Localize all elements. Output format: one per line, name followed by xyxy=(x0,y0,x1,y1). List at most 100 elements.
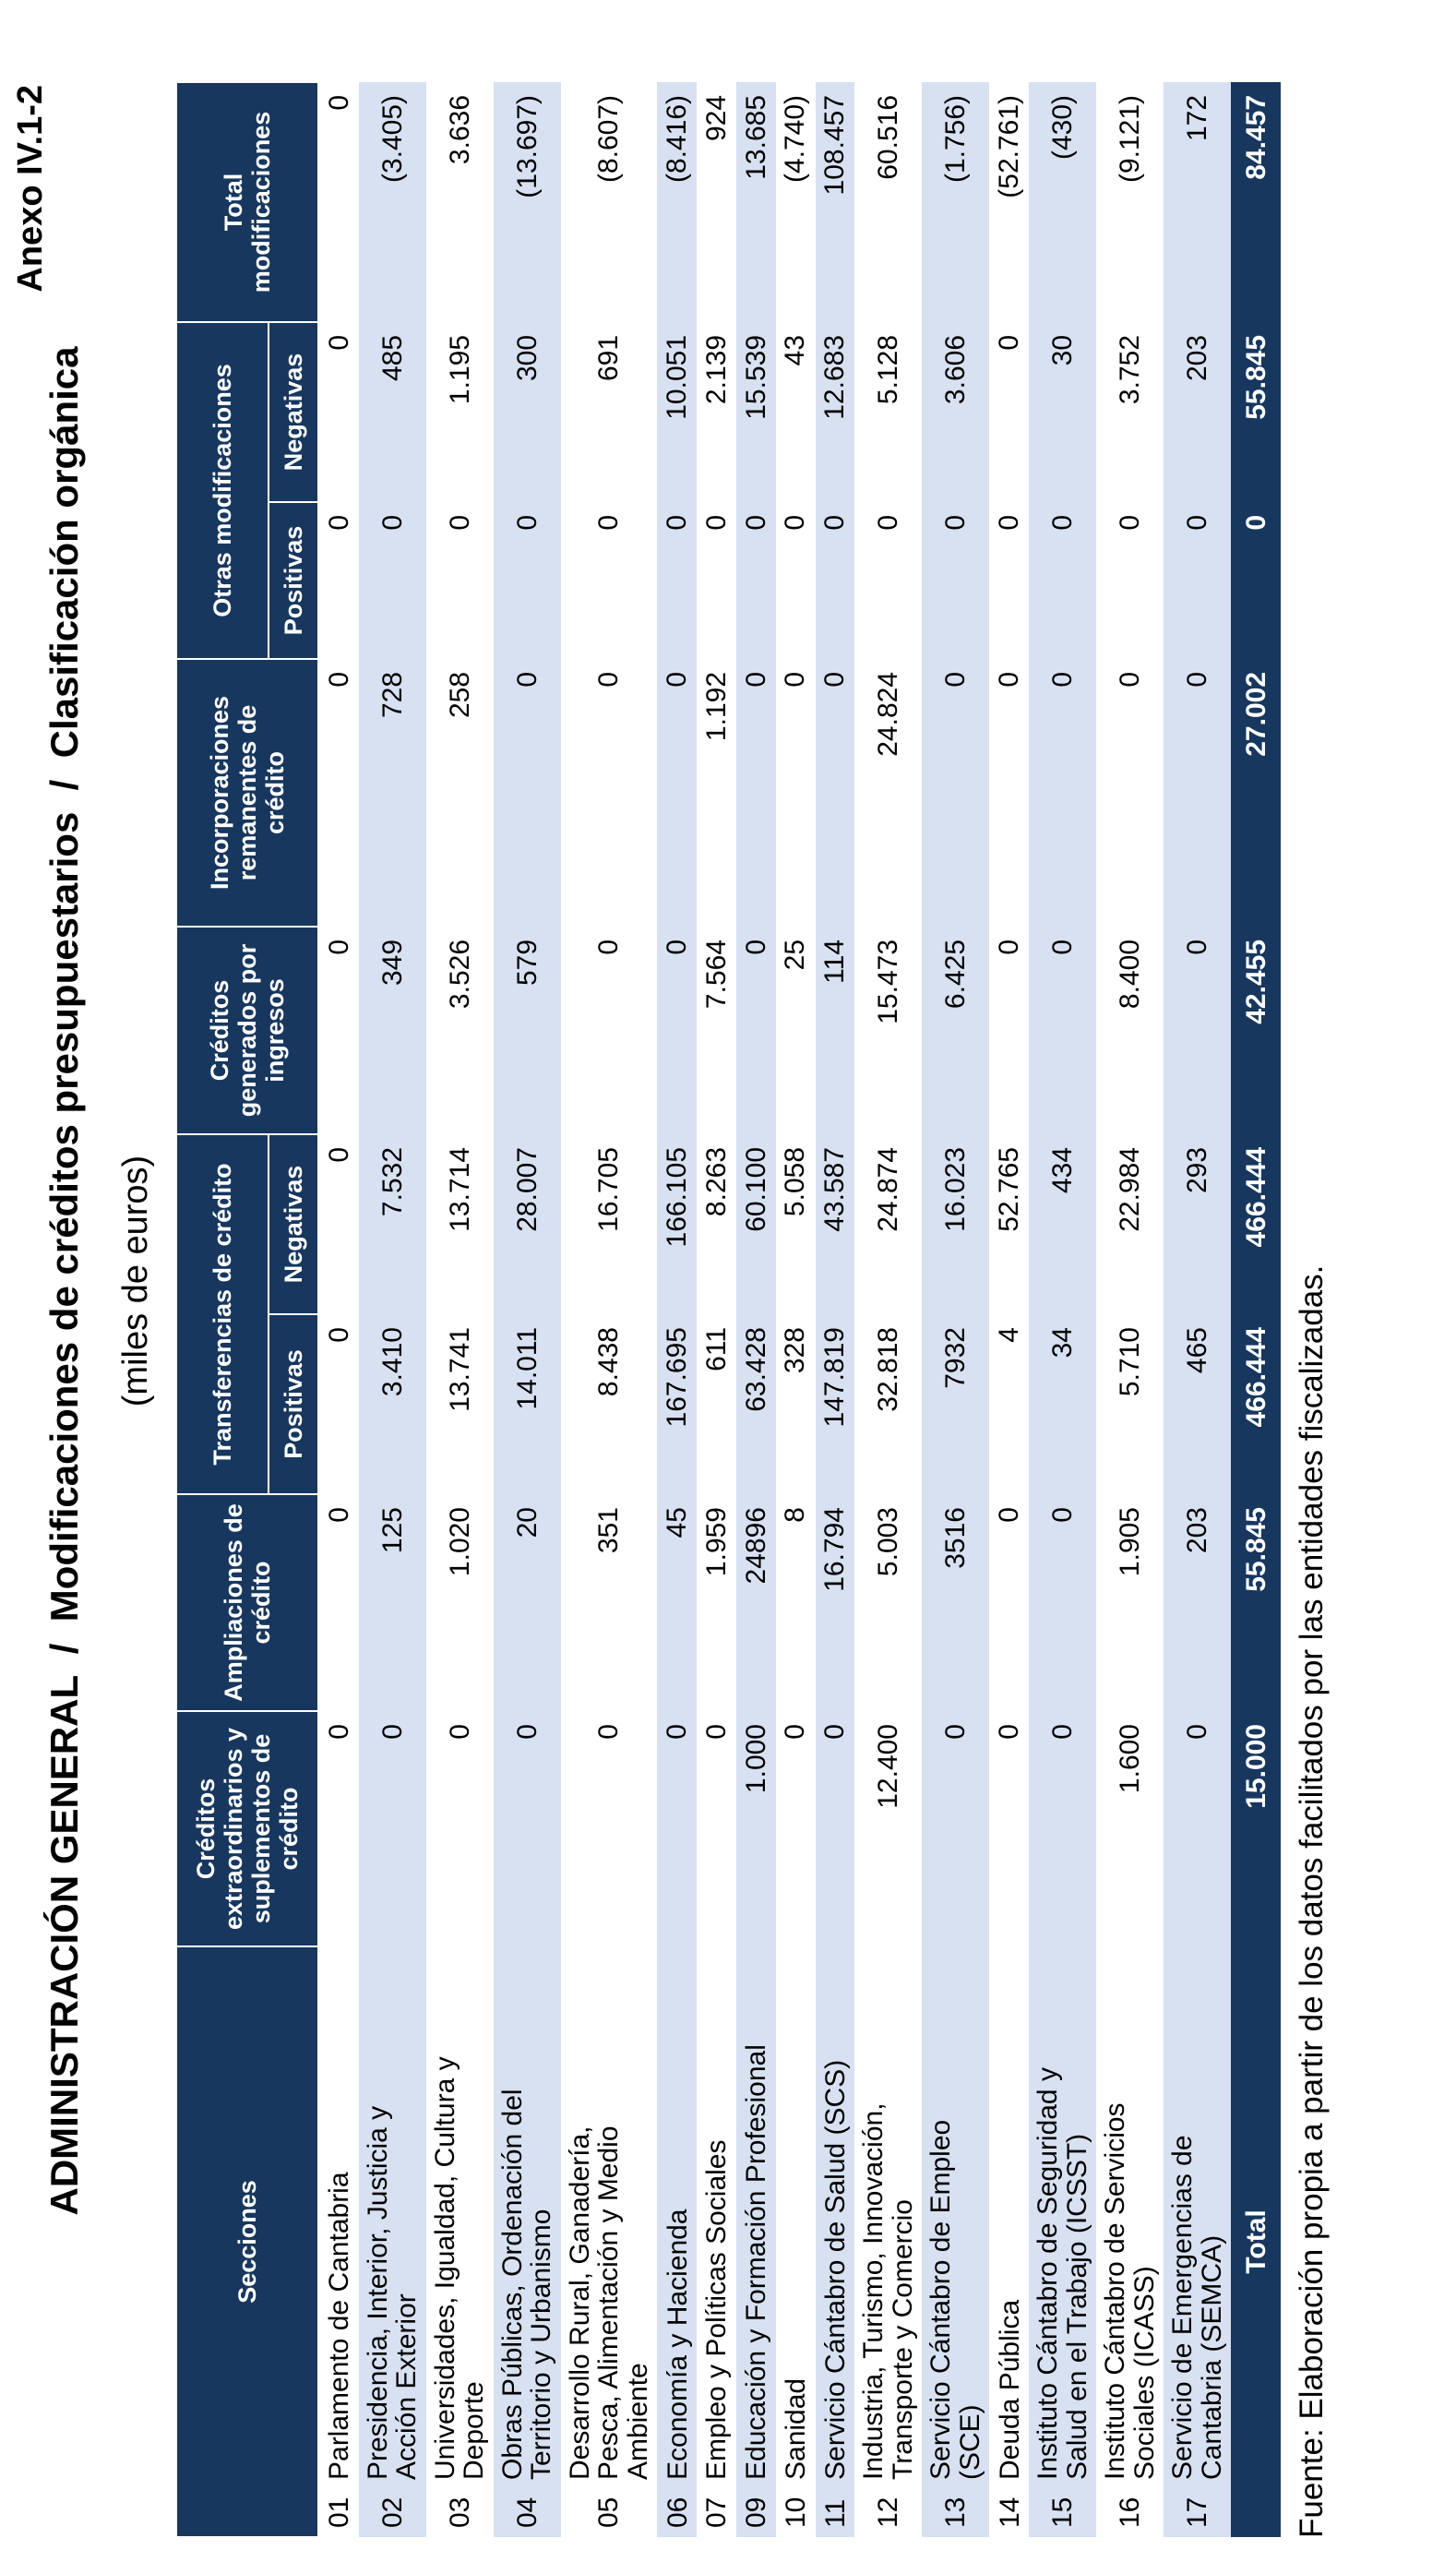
section-name: Universidades, Igualdad, Cultura y Depor… xyxy=(429,2056,490,2480)
value-cell: 0 xyxy=(657,1711,698,1946)
section-name: Parlamento de Cantabria xyxy=(324,2172,355,2480)
value-cell: 0 xyxy=(994,514,1025,531)
value-cell: 0 xyxy=(323,334,354,351)
section-cell: 05 Desarrollo Rural, Ganadería, Pesca, Al… xyxy=(561,1946,658,2537)
value-cell: 0 xyxy=(1029,1494,1097,1711)
col-header-transferencias: Transferencias de crédito xyxy=(176,1133,269,1494)
value-cell: 1.192 xyxy=(700,671,732,742)
table-row: 11Servicio Cántabro de Salud (SCS) 0 16.79… xyxy=(815,81,855,2537)
section-cell: 03 Universidades, Igualdad, Cultura y Dep… xyxy=(426,1946,494,2537)
col-header-ampliaciones: Ampliaciones de crédito xyxy=(176,1494,318,1711)
section-number: 06 xyxy=(662,2496,693,2528)
section-name: Servicio de Emergencias de Cantabria (SE… xyxy=(1167,2135,1227,2480)
value-cell: 0 xyxy=(323,1327,354,1343)
value-cell: 0 xyxy=(735,658,776,927)
value-cell: 0 xyxy=(593,1724,625,1740)
value-cell: 166.105 xyxy=(657,1133,698,1314)
value-cell: (3.405) xyxy=(358,81,426,322)
value-cell: 0 xyxy=(323,94,354,111)
value-cell: 0 xyxy=(323,1146,354,1163)
section-cell: 14 Deuda Pública xyxy=(989,1946,1029,2537)
value-cell: 5.003 xyxy=(873,1507,904,1577)
table-row: 12 Industria, Turismo, Innovación, Transp… xyxy=(854,82,922,2537)
value-cell: 0 xyxy=(815,1711,855,1946)
section-cell: 13 Servicio Cántabro de Empleo (SCE) xyxy=(922,1946,990,2537)
table-row: 07 Empleo y Políticas Sociales 0 1.959 611 8.… xyxy=(697,82,736,2537)
value-cell: 0 xyxy=(815,501,855,659)
value-cell: 0 xyxy=(1164,1711,1232,1946)
value-cell: 60.516 xyxy=(873,94,904,180)
value-cell: 0 xyxy=(922,658,990,927)
value-cell: 43 xyxy=(780,334,811,366)
total-value-cell: 466.444 xyxy=(1231,1314,1282,1494)
value-cell: 0 xyxy=(1029,1711,1097,1946)
value-cell: 5.128 xyxy=(873,334,904,405)
section-number: 05 xyxy=(593,2496,625,2528)
total-value-cell: 27.002 xyxy=(1231,658,1282,927)
value-cell: 6.425 xyxy=(922,926,990,1134)
value-cell: 13.741 xyxy=(444,1327,475,1412)
section-number: 09 xyxy=(741,2496,772,2528)
section-name: Educación y Formación Profesional xyxy=(741,2044,772,2480)
value-cell: (13.697) xyxy=(493,81,561,322)
value-cell: (1.756) xyxy=(922,81,990,322)
section-name: Economía y Hacienda xyxy=(662,2209,693,2481)
table-row: 10 Sanidad 0 8 328 5.058 25 0 0 43 (4.740) xyxy=(776,82,816,2537)
section-name: Desarrollo Rural, Ganadería, Pesca, Alim… xyxy=(564,2125,653,2480)
value-cell: 293 xyxy=(1164,1133,1232,1314)
value-cell: 328 xyxy=(780,1327,811,1374)
value-cell: 0 xyxy=(444,514,475,531)
value-cell: 7.532 xyxy=(358,1133,426,1314)
value-cell: 0 xyxy=(657,501,698,659)
table-row: 03 Universidades, Igualdad, Cultura y Dep… xyxy=(426,82,494,2537)
value-cell: 924 xyxy=(700,94,732,142)
value-cell: 0 xyxy=(1029,501,1097,659)
section-name: Servicio Cántabro de Salud (SCS) xyxy=(819,2059,851,2480)
value-cell: 172 xyxy=(1164,81,1232,322)
value-cell: 351 xyxy=(593,1507,625,1554)
value-cell: 13.685 xyxy=(735,81,776,322)
value-cell: 8 xyxy=(780,1507,811,1523)
table-body: 01Parlamento de Cantabria 0 0 0 0 0 0 0 0 0 02Pres… xyxy=(318,81,1282,2537)
value-cell: 1.600 xyxy=(1115,1724,1146,1794)
page-subtitle: (miles de euros) xyxy=(116,1155,155,1407)
value-cell: 0 xyxy=(493,658,561,927)
section-number: 13 xyxy=(940,2496,972,2528)
value-cell: 3516 xyxy=(922,1494,990,1711)
value-cell: 465 xyxy=(1164,1314,1232,1494)
section-cell: 17 Servicio de Emergencias de Cantabria (… xyxy=(1164,1946,1232,2537)
table-row: 09 Educación y Formación Profesional 1.000… xyxy=(735,81,776,2537)
value-cell: 0 xyxy=(780,1724,811,1740)
value-cell: 1.959 xyxy=(700,1507,732,1577)
value-cell: 0 xyxy=(323,514,354,531)
value-cell: 15.539 xyxy=(735,321,776,502)
value-cell: 0 xyxy=(593,671,625,688)
value-cell: 8.263 xyxy=(700,1146,732,1217)
value-cell: 7932 xyxy=(922,1314,990,1494)
section-cell: 01 Parlamento de Cantabria xyxy=(318,1946,359,2537)
page-title: ADMINISTRACIÓN GENERAL / Modificaciones … xyxy=(42,346,86,2216)
value-cell: 3.636 xyxy=(444,94,475,165)
value-cell: 0 xyxy=(1115,514,1146,531)
col-header-secciones: Secciones xyxy=(176,1946,318,2537)
value-cell: 12.400 xyxy=(873,1724,904,1809)
value-cell: 0 xyxy=(1164,658,1232,927)
value-cell: 0 xyxy=(1164,926,1232,1134)
value-cell: 30 xyxy=(1029,321,1097,502)
value-cell: 0 xyxy=(493,1711,561,1946)
value-cell: (8.416) xyxy=(657,81,698,322)
subheader-transferencias-positivas: Positivas xyxy=(269,1314,318,1494)
value-cell: 0 xyxy=(1115,671,1146,688)
col-header-total: Total modificaciones xyxy=(176,81,318,322)
value-cell: 5.710 xyxy=(1115,1327,1146,1397)
table-row: 01 Parlamento de Cantabria 0 0 0 0 0 0 0 0 0 xyxy=(318,82,359,2537)
value-cell: (52.761) xyxy=(994,94,1025,198)
value-cell: 8.400 xyxy=(1115,939,1146,1010)
value-cell: 16.023 xyxy=(922,1133,990,1314)
col-header-extraordinarios: Créditos extraordinarios y suplementos d… xyxy=(176,1711,318,1946)
section-cell: 15 Instituto Cántabro de Seguridad y Salu… xyxy=(1029,1946,1097,2537)
value-cell: 0 xyxy=(994,1507,1025,1523)
value-cell: 0 xyxy=(593,514,625,531)
value-cell: 125 xyxy=(358,1494,426,1711)
value-cell: 203 xyxy=(1164,1494,1232,1711)
